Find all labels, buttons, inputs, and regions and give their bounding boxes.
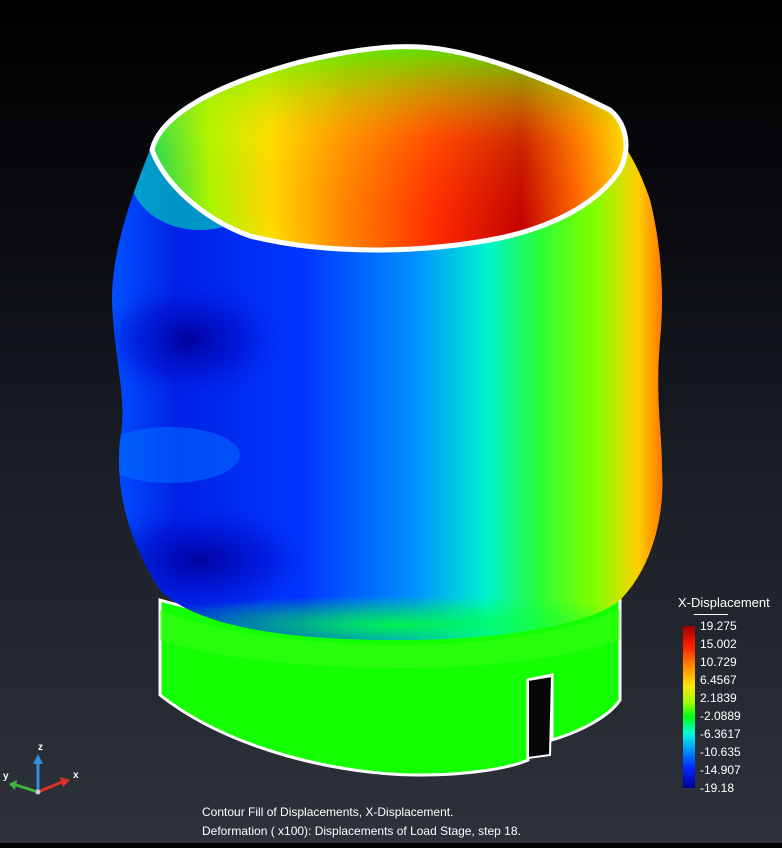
caption-line-2: Deformation ( x100): Displacements of Lo… — [202, 824, 521, 838]
y-axis-line — [15, 783, 39, 794]
legend-divider — [694, 614, 728, 615]
legend-value: -6.3617 — [700, 727, 741, 741]
legend-value: -14.907 — [700, 763, 741, 777]
legend-value: 15.002 — [700, 637, 737, 651]
y-axis-label: y — [3, 771, 9, 782]
legend-value: -2.0889 — [700, 709, 741, 723]
y-axis-arrow-icon — [9, 780, 17, 790]
z-axis-label: z — [38, 742, 43, 753]
legend-value: 2.1839 — [700, 691, 737, 705]
x-axis-line — [37, 780, 63, 794]
legend-value: 6.4567 — [700, 673, 737, 687]
x-axis-label: x — [73, 770, 79, 781]
lower-ring — [158, 587, 622, 777]
x-axis-arrow-icon — [60, 777, 70, 787]
caption-line-1: Contour Fill of Displacements, X-Displac… — [202, 805, 454, 819]
top-opening — [149, 44, 629, 253]
legend-value: -10.635 — [700, 745, 741, 759]
legend-value: 19.275 — [700, 619, 737, 633]
origin-dot — [35, 789, 41, 795]
legend-title: X-Displacement — [678, 595, 770, 610]
z-axis-arrow-icon — [33, 754, 43, 764]
legend-color-bar — [683, 626, 695, 788]
legend-value: -19.18 — [700, 781, 735, 795]
coordinate-triad[interactable] — [9, 754, 70, 795]
legend-value: 10.729 — [700, 655, 737, 669]
